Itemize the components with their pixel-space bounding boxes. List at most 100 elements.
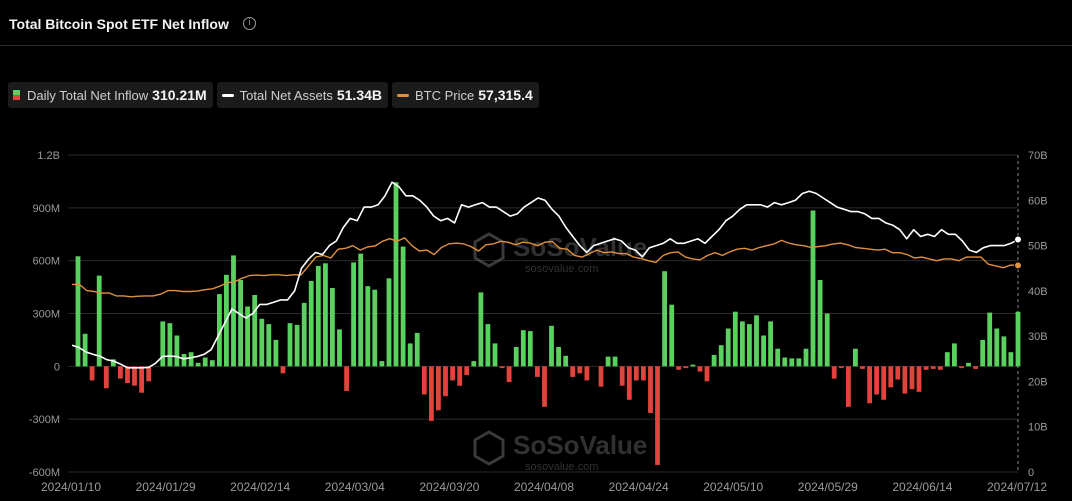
inflow-bar <box>315 265 321 367</box>
inflow-bar <box>202 357 208 367</box>
inflow-bar <box>351 262 356 367</box>
y-left-tick-label: -300M <box>29 414 60 426</box>
inflow-bar <box>612 356 618 367</box>
inflow-bar <box>308 280 314 367</box>
inflow-bar <box>238 280 243 367</box>
inflow-bar <box>860 366 865 369</box>
inflow-bar <box>648 366 653 413</box>
y-right-tick-label: 20B <box>1028 376 1048 388</box>
btc-price-line <box>72 237 1019 298</box>
legend: Daily Total Net Inflow 310.21M Total Net… <box>8 82 539 108</box>
inflow-bar <box>782 357 788 367</box>
inflow-bar <box>110 359 116 367</box>
y-left-tick-label: 1.2B <box>37 150 60 162</box>
y-right-tick-label: 60B <box>1028 195 1048 207</box>
inflow-bar <box>471 361 477 367</box>
inflow-bar <box>831 366 837 379</box>
inflow-bar <box>520 330 526 367</box>
inflow-bar <box>690 364 696 367</box>
inflow-bar <box>584 366 590 381</box>
inflow-bar <box>132 366 137 386</box>
inflow-bar <box>421 366 427 395</box>
y-right-tick-label: 50B <box>1028 241 1048 253</box>
inflow-bar <box>888 366 894 388</box>
watermark-site: sosovalue.com <box>525 263 598 275</box>
inflow-bar <box>535 366 540 377</box>
inflow-bar <box>966 362 971 367</box>
inflow-bar <box>527 331 533 367</box>
inflow-bar <box>372 289 378 367</box>
legend-label: Daily Total Net Inflow <box>27 87 149 103</box>
inflow-bar <box>655 366 660 465</box>
y-right-tick-label: 10B <box>1028 422 1048 434</box>
inflow-bar <box>683 366 689 369</box>
legend-item-total-net-assets[interactable]: Total Net Assets 51.34B <box>216 82 389 108</box>
x-tick-label: 2024/04/24 <box>609 480 669 494</box>
inflow-bar <box>492 343 498 367</box>
chart-header: Total Bitcoin Spot ETF Net Inflow i <box>0 0 1072 46</box>
inflow-bar <box>245 306 250 367</box>
inflow-bar <box>1015 311 1021 367</box>
inflow-bar <box>429 366 434 421</box>
inflow-bar <box>605 356 611 367</box>
y-right-tick-label: 0 <box>1028 467 1034 479</box>
inflow-bar <box>937 366 943 370</box>
inflow-bar <box>379 361 385 367</box>
inflow-bar <box>209 360 215 367</box>
inflow-bar <box>916 366 922 392</box>
inflow-bar <box>125 366 130 383</box>
inflow-bar <box>499 366 505 369</box>
inflow-bar <box>103 366 109 389</box>
inflow-bar <box>330 288 335 367</box>
inflow-bar <box>400 246 406 367</box>
inflow-bar <box>294 324 300 367</box>
inflow-bar <box>549 325 554 367</box>
legend-item-daily-net-inflow[interactable]: Daily Total Net Inflow 310.21M <box>8 82 213 108</box>
info-icon[interactable]: i <box>243 17 256 30</box>
inflow-bar <box>436 366 441 411</box>
inflow-bar <box>443 366 448 397</box>
inflow-bar <box>195 362 201 367</box>
inflow-bar <box>217 294 222 367</box>
inflow-bar <box>542 366 547 407</box>
inflow-bar <box>740 321 745 367</box>
inflow-bar <box>513 347 519 367</box>
y-left-tick-label: 900M <box>32 203 60 215</box>
y-left-tick-label: 600M <box>32 256 60 268</box>
inflow-bar <box>181 354 187 367</box>
axis-labels: 1.2B 900M 600M 300M 0 -300M -600M 70B 60B 50B 40B 3… <box>29 150 1048 494</box>
inflow-bar <box>1001 336 1007 367</box>
inflow-bar <box>669 304 675 367</box>
inflow-bar <box>944 352 950 367</box>
inflow-bar <box>464 366 470 376</box>
btc-price-line-endpoint <box>1014 261 1022 270</box>
legend-value: 51.34B <box>336 87 383 103</box>
inflow-bar <box>662 271 667 367</box>
x-tick-label: 2024/01/29 <box>136 480 196 494</box>
chart-title: Total Bitcoin Spot ETF Net Inflow <box>9 16 229 32</box>
x-tick-label: 2024/01/10 <box>41 480 101 494</box>
inflow-bar <box>725 328 731 367</box>
inflow-bar <box>337 329 342 367</box>
legend-value: 310.21M <box>152 87 207 103</box>
watermark-site: sosovalue.com <box>525 461 598 473</box>
x-tick-label: 2024/03/20 <box>419 480 479 494</box>
inflow-bar <box>676 366 682 370</box>
y-right-tick-label: 70B <box>1028 150 1048 162</box>
inflow-bar <box>810 210 816 367</box>
inflow-bar <box>598 366 604 387</box>
inflow-bar <box>930 366 936 369</box>
inflow-bar <box>902 366 908 394</box>
bar-swatch-icon <box>13 90 20 100</box>
inflow-bar <box>301 302 307 367</box>
inflow-bar <box>987 312 993 367</box>
inflow-bar <box>853 348 858 367</box>
inflow-bar <box>485 324 491 367</box>
inflow-bar <box>174 335 180 367</box>
inflow-bar <box>577 366 583 374</box>
inflow-bar <box>619 366 625 386</box>
legend-item-btc-price[interactable]: BTC Price 57,315.4 <box>392 82 539 108</box>
inflow-bar <box>188 352 194 367</box>
inflow-bars <box>75 182 1021 465</box>
